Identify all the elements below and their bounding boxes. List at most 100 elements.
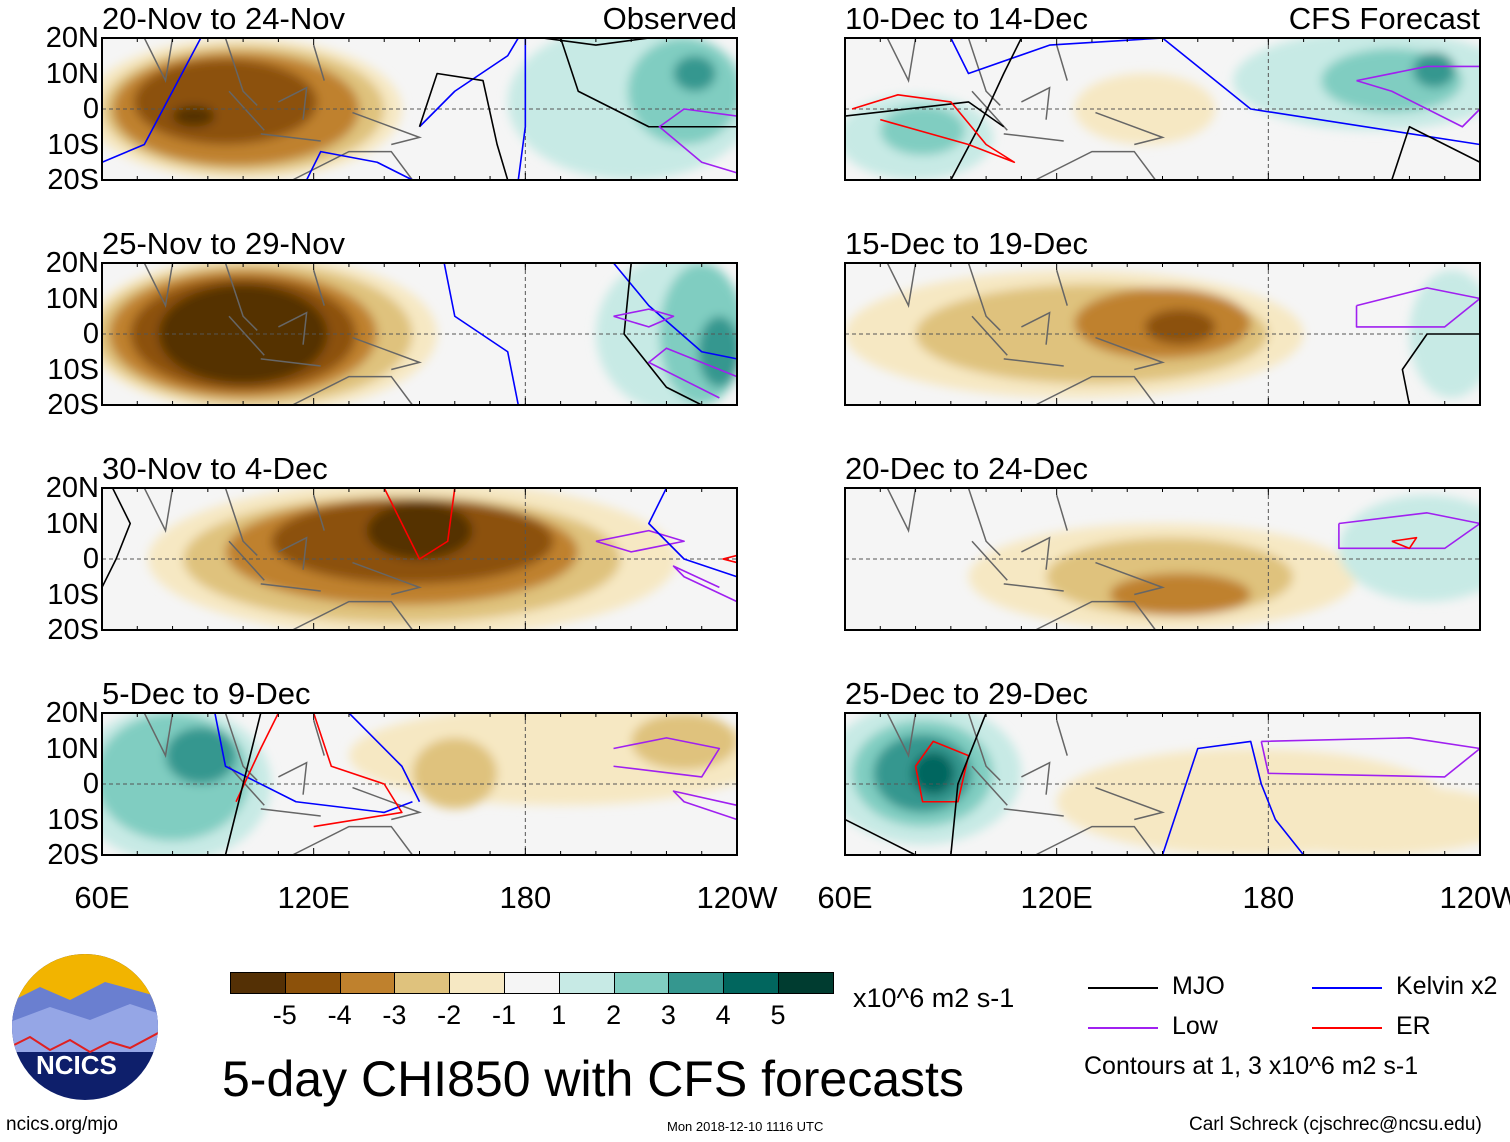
anomaly-region (1074, 73, 1216, 145)
contour-mjo (103, 489, 132, 588)
lat-label: 10S (47, 128, 99, 161)
colorbar-label: -5 (272, 1000, 297, 1030)
anomaly-region (627, 39, 738, 145)
lat-label: 10S (47, 353, 99, 386)
colorbar-label: 2 (606, 1000, 622, 1030)
contour-kelvin (613, 264, 738, 360)
contour-mjo (846, 819, 916, 856)
colorbar-swatch (339, 972, 396, 994)
map-panel (101, 262, 738, 406)
map-panel (844, 37, 1481, 181)
anomaly-region (412, 737, 498, 809)
lat-label: 0 (82, 543, 99, 575)
map-panel (844, 262, 1481, 406)
map-panel (844, 487, 1481, 631)
footer-url[interactable]: ncics.org/mjo (6, 1114, 118, 1135)
contour-low (658, 108, 738, 174)
contour-mjo (224, 714, 262, 856)
lon-label: 60E (817, 880, 873, 915)
colorbar-label: -1 (491, 1000, 517, 1030)
panel-tag: Observed (602, 1, 737, 36)
legend-line-mjo (1088, 987, 1158, 989)
legend-line-low (1088, 1027, 1158, 1029)
lon-label: 120E (1020, 880, 1093, 915)
colorbar-label: 3 (660, 1000, 676, 1030)
contour-mjo (623, 264, 703, 406)
contour-mjo (418, 72, 509, 181)
anomaly-region (673, 55, 716, 92)
contour-er (313, 714, 403, 828)
contour-kelvin (348, 714, 421, 803)
contour-mjo (950, 39, 1022, 181)
panel-title: 20-Nov to 24-Nov (102, 1, 345, 36)
logo-text: NCICS (36, 1050, 117, 1080)
colorbar-label: 1 (551, 1000, 567, 1030)
anomaly-region (880, 105, 965, 156)
anomaly-region (1144, 309, 1216, 345)
contour-mjo (846, 101, 1005, 128)
lat-label: 20N (45, 472, 99, 504)
contour-kelvin (443, 264, 520, 406)
lon-label: 120W (1439, 880, 1510, 915)
colorbar-label: -4 (327, 1000, 352, 1030)
footer-timestamp: Mon 2018-12-10 1116 UTC (667, 1119, 824, 1134)
contour-er (1391, 536, 1418, 550)
contour-low (648, 347, 738, 399)
contour-low (613, 737, 721, 778)
anomaly-region (172, 105, 215, 127)
panel-title: 25-Dec to 29-Dec (845, 676, 1088, 711)
contour-er (914, 740, 970, 803)
lon-label: 180 (499, 880, 552, 915)
colorbar-swatch (778, 972, 834, 994)
colorbar-swatch (449, 972, 505, 994)
contour-er (235, 714, 279, 803)
contour-kelvin (950, 39, 1160, 75)
legend-label: ER (1396, 1012, 1431, 1040)
contour-low (595, 529, 685, 553)
colorbar-swatch (558, 972, 615, 994)
panel-title: 20-Dec to 24-Dec (845, 451, 1088, 486)
lat-label: 20N (45, 697, 99, 729)
contour-er (851, 94, 1016, 164)
lat-label: 20S (47, 389, 99, 421)
lat-label: 20N (45, 247, 99, 279)
lat-label: 0 (82, 768, 99, 800)
lat-label: 0 (82, 93, 99, 125)
panel-title: 10-Dec to 14-Dec (845, 1, 1088, 36)
lat-label: 10N (45, 732, 99, 765)
colorbar-label: -3 (382, 1000, 407, 1030)
legend-label: MJO (1172, 972, 1225, 1000)
anomaly-region (1412, 52, 1456, 88)
contour-low (613, 308, 675, 328)
contour-kelvin (305, 150, 413, 181)
footer-author: Carl Schreck (cjschrec@ncsu.edu) (1189, 1114, 1482, 1135)
anomaly-region (1109, 573, 1251, 616)
figure-title: 5-day CHI850 with CFS forecasts (222, 1051, 964, 1107)
contour-low (672, 790, 738, 821)
anomaly-region (165, 727, 237, 784)
map-panel (101, 487, 738, 631)
contour-kelvin (648, 489, 738, 578)
coastline (886, 489, 1166, 631)
panel-title: 15-Dec to 19-Dec (845, 226, 1088, 261)
anomaly-region (103, 714, 251, 841)
contour-mjo (1391, 125, 1481, 181)
contour-er (383, 489, 456, 560)
colorbar-swatch (668, 972, 725, 994)
contour-kelvin (103, 39, 202, 163)
lat-label: 10S (47, 803, 99, 836)
lat-label: 10S (47, 578, 99, 611)
contour-mjo (950, 714, 987, 856)
lat-label: 10N (45, 282, 99, 315)
lat-label: 10N (45, 57, 99, 90)
contour-note: Contours at 1, 3 x10^6 m2 s-1 (1084, 1052, 1419, 1080)
lat-label: 10N (45, 507, 99, 540)
map-panel (844, 712, 1481, 856)
colorbar-swatch (230, 972, 286, 994)
coastline (886, 714, 1166, 856)
contour-mjo (1401, 333, 1480, 406)
colorbar-swatch (723, 972, 779, 994)
panel-title: 5-Dec to 9-Dec (102, 676, 311, 711)
contour-kelvin (1161, 740, 1305, 856)
